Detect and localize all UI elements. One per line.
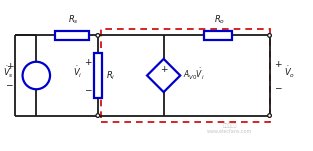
Bar: [94, 53, 102, 98]
Bar: [55, 31, 89, 40]
Text: 电子发烧友
www.elecfans.com: 电子发烧友 www.elecfans.com: [207, 123, 252, 134]
Text: $\dot{V}_i$: $\dot{V}_i$: [73, 64, 83, 80]
Text: $R_i$: $R_i$: [106, 69, 115, 82]
Circle shape: [96, 114, 100, 117]
Text: $-$: $-$: [274, 82, 282, 92]
Text: $-$: $-$: [5, 80, 13, 89]
Text: $-$: $-$: [84, 84, 92, 93]
Text: +: +: [160, 65, 167, 74]
Circle shape: [268, 34, 271, 37]
Text: $A_{V0}\dot{V}_i$: $A_{V0}\dot{V}_i$: [183, 66, 205, 82]
Text: +: +: [274, 59, 281, 69]
Text: $\dot{V}_s$: $\dot{V}_s$: [3, 64, 14, 80]
Bar: [101, 29, 269, 122]
Text: $R_s$: $R_s$: [68, 13, 79, 26]
Circle shape: [96, 34, 100, 37]
Text: $\dot{V}_o$: $\dot{V}_o$: [284, 65, 295, 80]
Circle shape: [268, 114, 271, 117]
Text: $R_o$: $R_o$: [214, 13, 225, 26]
Bar: [204, 31, 232, 40]
Text: +: +: [84, 58, 92, 67]
Text: +: +: [6, 62, 13, 71]
